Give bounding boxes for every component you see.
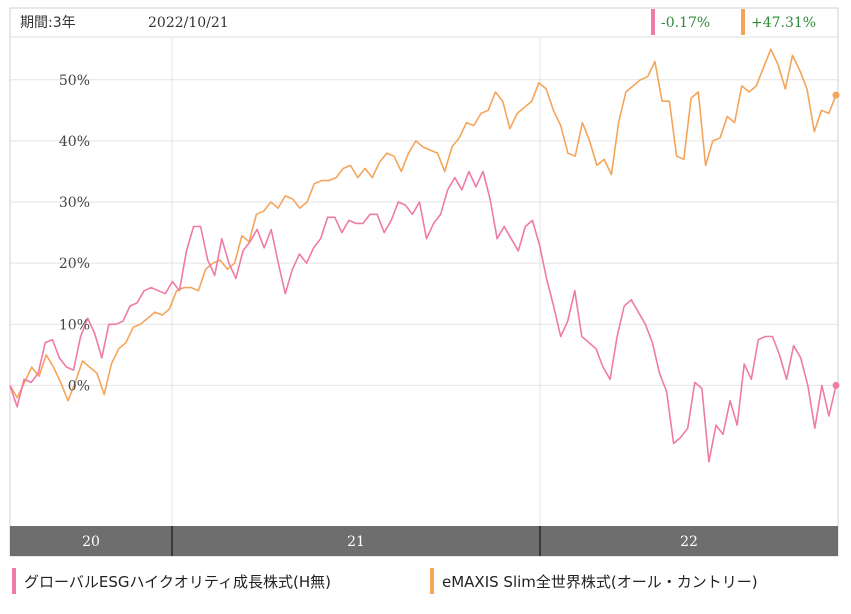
series-end-point — [832, 91, 840, 99]
date-label: 2022/10/21 — [148, 15, 229, 31]
return-swatch-orange — [741, 9, 745, 35]
series-end-point — [832, 381, 840, 389]
return-value-pink: -0.17% — [661, 15, 710, 31]
series-line — [9, 170, 837, 463]
legend-item-emaxis: eMAXIS Slim全世界株式(オール・カントリー) — [430, 568, 758, 594]
x-tick-labels: 20 21 22 — [82, 526, 698, 556]
legend: グローバルESGハイクオリティ成長株式(H無) eMAXIS Slim全世界株式… — [0, 560, 851, 614]
x-tick-label: 20 — [82, 534, 100, 550]
series-lines — [9, 48, 840, 463]
return-swatch-pink — [651, 9, 655, 35]
plot-background — [9, 7, 839, 557]
legend-label-esg: グローバルESGハイクオリティ成長株式(H無) — [24, 572, 331, 591]
x-tick-label: 21 — [347, 534, 365, 550]
y-tick-label: 10% — [59, 317, 90, 333]
y-tick-label: 50% — [59, 73, 90, 89]
x-axis-band — [10, 526, 838, 556]
y-tick-label: 40% — [59, 134, 90, 150]
y-tick-labels: 50% 40% 30% 20% 10% 0% — [59, 73, 90, 395]
legend-label-emaxis: eMAXIS Slim全世界株式(オール・カントリー) — [442, 572, 758, 591]
line-chart: 50% 40% 30% 20% 10% 0% 期間:3年 2022/10/21 -0.17… — [9, 7, 840, 557]
y-tick-label: 0% — [68, 378, 90, 394]
legend-swatch-orange — [430, 568, 434, 594]
return-value-orange: +47.31% — [751, 15, 816, 31]
series-line — [9, 48, 837, 402]
y-tick-label: 20% — [59, 256, 90, 272]
x-tick-label: 22 — [680, 534, 698, 550]
legend-swatch-pink — [12, 568, 16, 594]
period-label: 期間:3年 — [20, 15, 76, 31]
grid-lines — [10, 79, 838, 386]
y-tick-label: 30% — [59, 195, 90, 211]
legend-item-esg: グローバルESGハイクオリティ成長株式(H無) — [12, 568, 331, 594]
